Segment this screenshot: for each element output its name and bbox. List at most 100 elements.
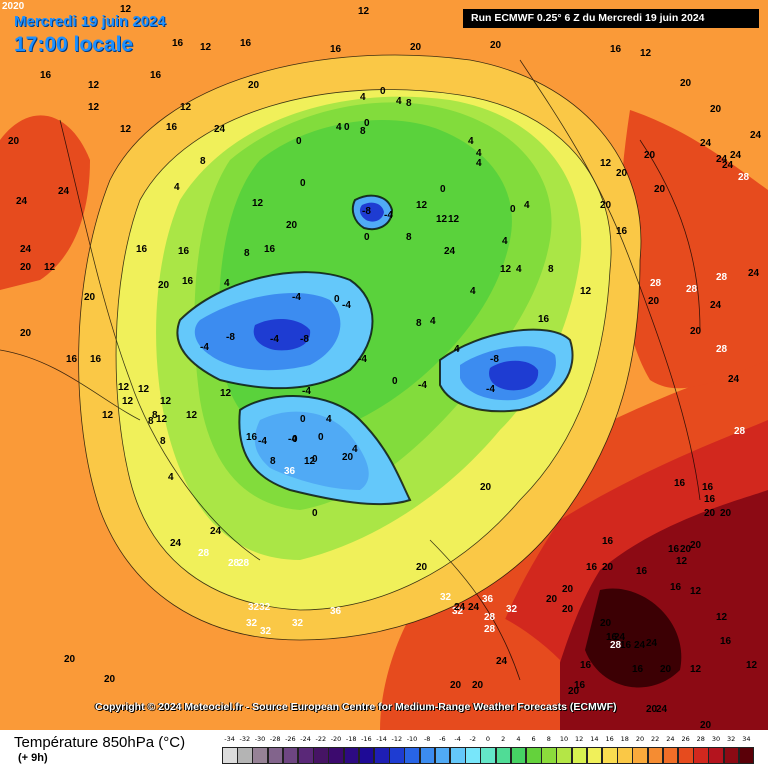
isotherm-label: 20 xyxy=(410,42,422,53)
legend-color-swatch xyxy=(495,747,512,764)
isotherm-label: 0 xyxy=(344,122,350,133)
isotherm-label: 24 xyxy=(716,154,728,165)
isotherm-label: 12 xyxy=(120,4,132,15)
legend-color-swatch xyxy=(510,747,527,764)
legend-tick-label: 12 xyxy=(575,735,584,743)
isotherm-label: 0 xyxy=(392,376,398,387)
isotherm-label: 32 xyxy=(440,592,452,603)
temperature-legend: Température 850hPa (°C) (+ 9h) -34 -32 -30… xyxy=(0,730,768,768)
legend-color-swatch xyxy=(586,747,603,764)
legend-tick-label: 10 xyxy=(559,735,569,743)
isotherm-label: 12 xyxy=(716,612,728,623)
legend-tick-label: -6 xyxy=(439,735,446,743)
isotherm-label: -4 xyxy=(486,384,495,395)
legend-lead-time: (+ 9h) xyxy=(18,752,48,764)
isotherm-label: -4 xyxy=(200,342,209,353)
legend-tick-label: 16 xyxy=(605,735,614,743)
isotherm-label: 16 xyxy=(178,246,190,257)
isotherm-label: 24 xyxy=(750,130,762,141)
isotherm-label: 12 xyxy=(220,388,232,399)
legend-tick-label: -14 xyxy=(376,735,387,743)
isotherm-label: 16 xyxy=(632,664,644,675)
isotherm-label: 0 xyxy=(440,184,446,195)
isotherm-label: 16 xyxy=(246,432,258,443)
isotherm-label: 8 xyxy=(416,318,422,329)
isotherm-label: 20 xyxy=(602,562,614,573)
isotherm-label: 0 xyxy=(312,508,318,519)
isotherm-label: 24 xyxy=(646,638,658,649)
isotherm-label: 20 xyxy=(416,562,428,573)
isotherm-label: 20 xyxy=(286,220,298,231)
legend-color-swatch xyxy=(617,747,633,764)
legend-tick-label: 6 xyxy=(531,735,536,743)
legend-color-swatch xyxy=(693,747,709,764)
isotherm-label: 28 xyxy=(198,548,210,559)
isotherm-label: 0 xyxy=(364,232,370,243)
isotherm-label: 16 xyxy=(264,244,276,255)
isotherm-label: 4 xyxy=(468,136,474,147)
isotherm-label: 16 xyxy=(90,354,102,365)
isotherm-label: 24 xyxy=(614,632,626,643)
isotherm-label: 12 xyxy=(690,586,702,597)
isotherm-label: 20 xyxy=(342,452,354,463)
isotherm-label: 16 xyxy=(240,38,252,49)
legend-color-swatch xyxy=(571,747,588,764)
isotherm-label: 24 xyxy=(700,138,712,149)
isotherm-label: 12 xyxy=(746,660,758,671)
legend-tick-label: 2 xyxy=(501,735,506,743)
isotherm-label: 12 xyxy=(102,410,114,421)
model-run-banner: Run ECMWF 0.25° 6 Z du Mercredi 19 juin … xyxy=(463,9,759,28)
isotherm-label: 8 xyxy=(152,410,158,421)
legend-tick-label: -32 xyxy=(239,735,251,743)
isotherm-label: 16 xyxy=(66,354,78,365)
legend-color-swatch xyxy=(434,747,451,764)
isotherm-label: 0 xyxy=(318,432,324,443)
isotherm-label: 0 xyxy=(296,136,302,147)
isotherm-label: 20 xyxy=(700,720,712,730)
isotherm-label: 4 xyxy=(476,158,482,169)
legend-color-swatch xyxy=(313,747,329,764)
isotherm-label: 24 xyxy=(454,602,466,613)
isotherm-label: 20 xyxy=(690,326,702,337)
isotherm-label: 4 xyxy=(502,236,508,247)
isotherm-label: 8 xyxy=(548,264,554,275)
isotherm-label: 12 xyxy=(200,42,212,53)
legend-color-swatch xyxy=(465,747,481,764)
isotherm-label: -4 xyxy=(288,434,297,445)
legend-color-swatch xyxy=(343,747,360,764)
isotherm-label: 32 xyxy=(292,618,304,629)
isotherm-label: 24 xyxy=(748,268,760,279)
temperature-field xyxy=(0,0,768,730)
cold-pool-north-center xyxy=(253,318,311,351)
legend-color-swatch xyxy=(647,747,664,764)
isotherm-label: 16 xyxy=(616,226,628,237)
isotherm-label: 12 xyxy=(448,214,460,225)
cold-pool-east-center xyxy=(489,360,539,391)
legend-color-swatch xyxy=(556,747,573,764)
isotherm-label: 12 xyxy=(304,456,316,467)
isotherm-label: 12 xyxy=(120,124,132,135)
isotherm-label: 28 xyxy=(228,558,240,569)
isotherm-label: 4 xyxy=(326,414,332,425)
isotherm-label: 8 xyxy=(200,156,206,167)
isotherm-label: 32 xyxy=(452,606,464,617)
legend-tick-label: -8 xyxy=(423,735,431,743)
legend-color-swatch xyxy=(374,747,390,764)
isotherm-label: 2020 xyxy=(2,1,25,12)
isotherm-label: 16 xyxy=(702,482,714,493)
isotherm-label: 20 xyxy=(690,540,702,551)
legend-tick-label: -22 xyxy=(315,735,327,743)
isotherm-label: 16 xyxy=(610,44,622,55)
isotherm-label: 12 xyxy=(186,410,198,421)
hot-zone-east xyxy=(619,110,768,389)
legend-color-swatch xyxy=(404,747,421,764)
isotherm-label: 20 xyxy=(158,280,170,291)
isotherm-label: 12 xyxy=(580,286,592,297)
isotherm-label: 28 xyxy=(738,172,750,183)
legend-tick-label: 4 xyxy=(516,735,521,743)
isotherm-label: -8 xyxy=(300,334,309,345)
hot-zone-south xyxy=(380,598,560,730)
isotherm-label: 12 xyxy=(500,264,512,275)
isotherm-label: 20 xyxy=(680,544,692,555)
isotherm-label: 16 xyxy=(574,680,586,691)
